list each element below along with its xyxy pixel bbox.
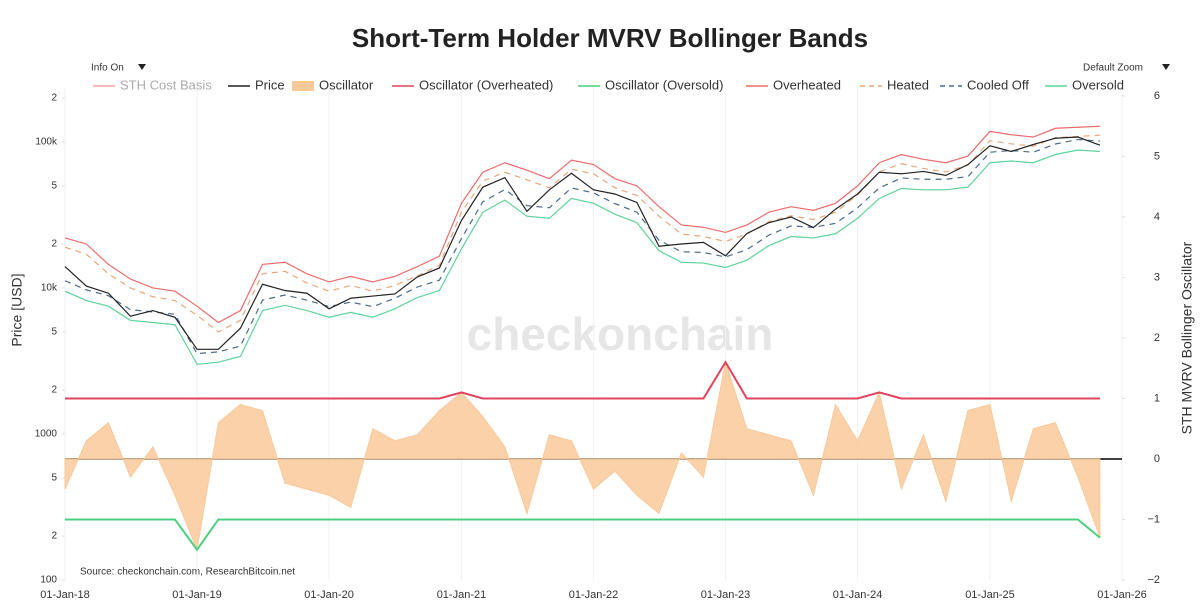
- oscillator-area: [64, 361, 1101, 552]
- watermark: checkonchain: [467, 308, 774, 360]
- legend-swatch: [292, 81, 314, 91]
- source-note: Source: checkonchain.com, ResearchBitcoi…: [80, 567, 295, 578]
- zoom-select[interactable]: Default Zoom: [1083, 63, 1143, 74]
- x-tick-label: 01-Jan-20: [304, 589, 354, 601]
- y2-tick-label: −2: [1147, 574, 1160, 586]
- legend-label[interactable]: Oscillator (Oversold): [605, 77, 723, 92]
- x-tick-label: 01-Jan-23: [701, 589, 751, 601]
- y-tick-label: 5: [51, 327, 57, 338]
- legend-label[interactable]: STH Cost Basis: [120, 77, 212, 92]
- y-tick-label: 2: [51, 385, 57, 396]
- legend-label[interactable]: Overheated: [773, 77, 841, 92]
- series-line: [64, 125, 1100, 324]
- y-tick-label: 100k: [35, 137, 58, 148]
- x-tick-label: 01-Jan-25: [965, 589, 1015, 601]
- info-toggle[interactable]: Info On: [91, 63, 124, 74]
- grid: [64, 88, 1123, 580]
- y2-tick-label: 6: [1154, 90, 1160, 102]
- y2-tick-label: −1: [1147, 513, 1160, 525]
- legend-label[interactable]: Price: [255, 77, 285, 92]
- x-tick-label: 01-Jan-26: [1097, 589, 1147, 601]
- x-tick-label: 01-Jan-22: [569, 589, 619, 601]
- y2-tick-label: 2: [1154, 332, 1160, 344]
- y-tick-label: 1000: [35, 429, 58, 440]
- y2-tick-label: 3: [1154, 271, 1160, 283]
- y-axis-title: Price [USD]: [9, 273, 25, 346]
- y-tick-label: 2: [51, 93, 57, 104]
- x-tick-label: 01-Jan-21: [437, 589, 487, 601]
- y2-tick-label: 4: [1154, 211, 1160, 223]
- legend-label[interactable]: Heated: [887, 77, 929, 92]
- y2-tick-label: 0: [1154, 453, 1160, 465]
- x-tick-label: 01-Jan-18: [40, 589, 90, 601]
- series-line: [64, 149, 1100, 365]
- x-tick-label: 01-Jan-24: [833, 589, 883, 601]
- y-tick-label: 2: [51, 239, 57, 250]
- y-tick-label: 5: [51, 473, 57, 484]
- series-line: [64, 136, 1101, 350]
- y2-tick-label: 1: [1154, 392, 1160, 404]
- info-arrow[interactable]: [138, 64, 146, 70]
- chart-title: Short-Term Holder MVRV Bollinger Bands: [352, 23, 868, 53]
- y-tick-label: 100: [40, 575, 57, 586]
- series-line: [64, 138, 1100, 355]
- legend-label[interactable]: Oscillator (Overheated): [419, 77, 553, 92]
- series-line: [64, 134, 1100, 333]
- legend-label[interactable]: Oscillator: [319, 77, 374, 92]
- legend-label[interactable]: Cooled Off: [967, 77, 1029, 92]
- y2-tick-label: 5: [1154, 150, 1160, 162]
- x-tick-label: 01-Jan-19: [172, 589, 222, 601]
- y2-axis-title: STH MVRV Bollinger Oscillator: [1179, 241, 1195, 434]
- series-line: [65, 518, 1101, 552]
- y-tick-label: 2: [51, 531, 57, 542]
- legend-label[interactable]: Oversold: [1072, 77, 1124, 92]
- series-line: [65, 360, 1100, 400]
- y-tick-label: 10k: [41, 283, 58, 294]
- zoom-arrow[interactable]: [1162, 64, 1170, 70]
- y-tick-label: 5: [51, 181, 57, 192]
